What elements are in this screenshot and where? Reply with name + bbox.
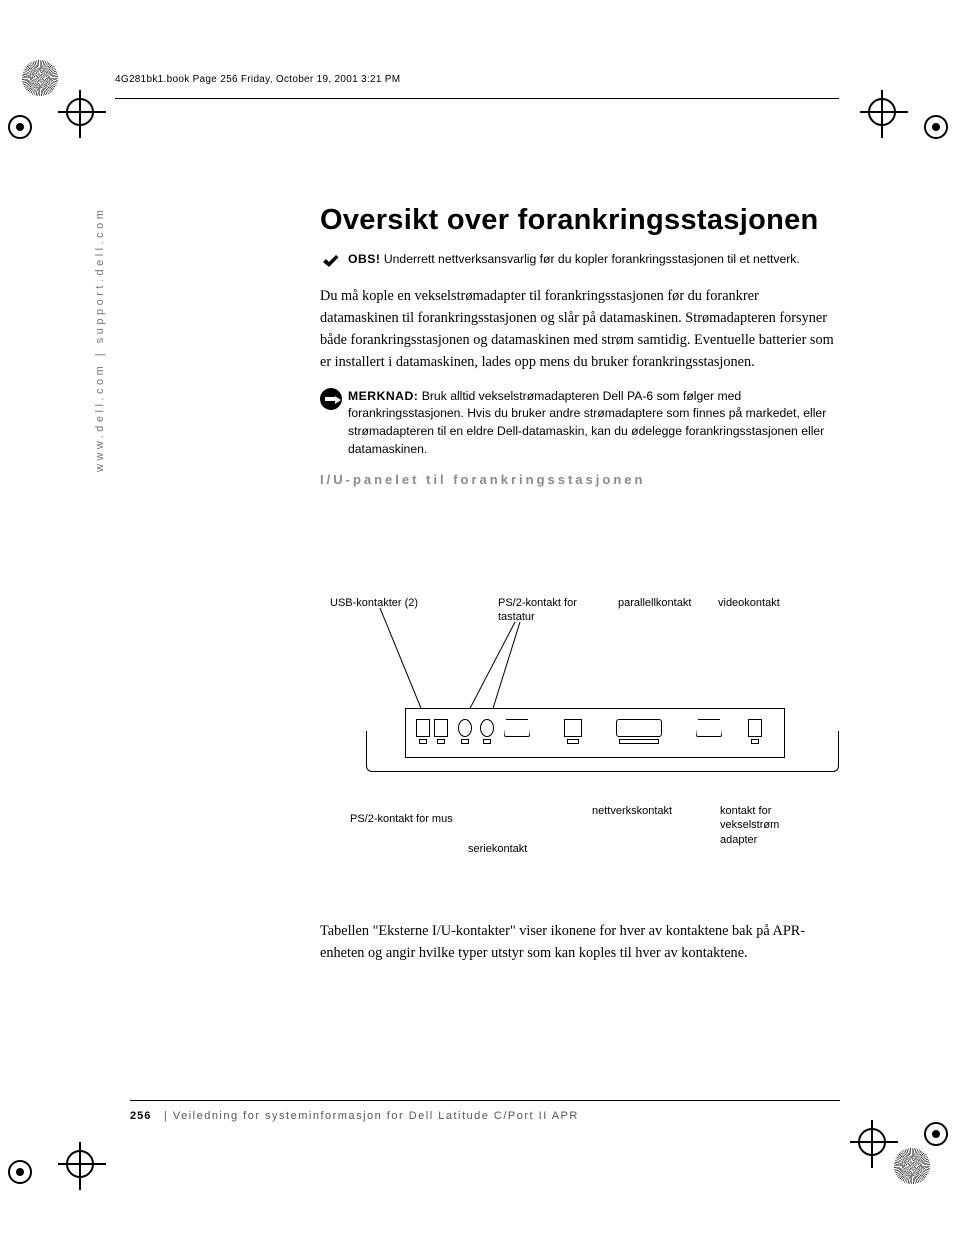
reg-mark-target-top-right xyxy=(868,98,896,126)
footer-divider: | xyxy=(164,1110,168,1122)
reg-mark-dot-bl xyxy=(8,1160,32,1184)
label-network: nettverkskontakt xyxy=(592,804,672,818)
header-rule xyxy=(115,98,839,99)
label-parallel: parallellkontakt xyxy=(618,596,691,610)
obs-label: OBS! xyxy=(348,252,380,266)
port-usb-2 xyxy=(434,719,448,737)
reg-mark-target-top-left xyxy=(66,98,94,126)
io-panel-diagram: USB-kontakter (2) PS/2-kontakt for tasta… xyxy=(320,580,840,900)
footer-doc-title: Veiledning for systeminformasjon for Del… xyxy=(173,1110,579,1122)
port-ac-adapter xyxy=(748,719,762,737)
page-footer: 256 | Veiledning for systeminformasjon f… xyxy=(130,1110,579,1122)
label-ps2-keyboard: PS/2-kontakt for tastatur xyxy=(498,596,588,625)
port-parallel xyxy=(616,719,662,737)
io-panel-outline xyxy=(405,708,785,758)
port-video xyxy=(696,719,722,737)
port-ps2-keyboard xyxy=(480,719,494,737)
label-ps2-mouse: PS/2-kontakt for mus xyxy=(350,812,453,826)
reg-mark-radial-top-left xyxy=(22,60,58,96)
page-number: 256 xyxy=(130,1110,151,1122)
port-usb-1 xyxy=(416,719,430,737)
port-ps2-mouse xyxy=(458,719,472,737)
io-panel-subhead: I/U-panelet til forankringsstasjonen xyxy=(320,472,840,487)
notice-arrow-icon xyxy=(320,388,342,410)
reg-mark-dot-br xyxy=(924,1122,948,1146)
book-header-line: 4G281bk1.book Page 256 Friday, October 1… xyxy=(115,74,400,85)
page-title: Oversikt over forankringsstasjonen xyxy=(320,204,840,237)
label-video: videokontakt xyxy=(718,596,780,610)
table-reference-paragraph: Tabellen "Eksterne I/U-kontakter" viser … xyxy=(320,920,840,964)
merknad-label: MERKNAD: xyxy=(348,389,418,403)
port-serial xyxy=(504,719,530,737)
intro-paragraph: Du må kople en vekselstrømadapter til fo… xyxy=(320,285,840,374)
merknad-note: MERKNAD: Bruk alltid vekselstrømadaptere… xyxy=(320,388,840,459)
check-icon xyxy=(320,251,340,271)
merknad-text: Bruk alltid vekselstrømadapteren Dell PA… xyxy=(348,389,826,456)
obs-text: Underrett nettverksansvarlig før du kopl… xyxy=(380,252,799,266)
label-serial: seriekontakt xyxy=(468,842,527,856)
obs-note: OBS! Underrett nettverksansvarlig før du… xyxy=(320,251,840,271)
reg-mark-target-bottom-right xyxy=(858,1128,886,1156)
reg-mark-dot-tr xyxy=(924,115,948,139)
reg-mark-radial-bottom-right xyxy=(894,1148,930,1184)
sidebar-url: www.dell.com | support.dell.com xyxy=(94,207,106,472)
port-network xyxy=(564,719,582,737)
label-ac-adapter: kontakt for vekselstrøm adapter xyxy=(720,804,810,847)
reg-mark-target-bottom-left xyxy=(66,1150,94,1178)
label-usb: USB-kontakter (2) xyxy=(330,596,418,610)
reg-mark-dot-tl xyxy=(8,115,32,139)
footer-rule xyxy=(130,1100,840,1101)
